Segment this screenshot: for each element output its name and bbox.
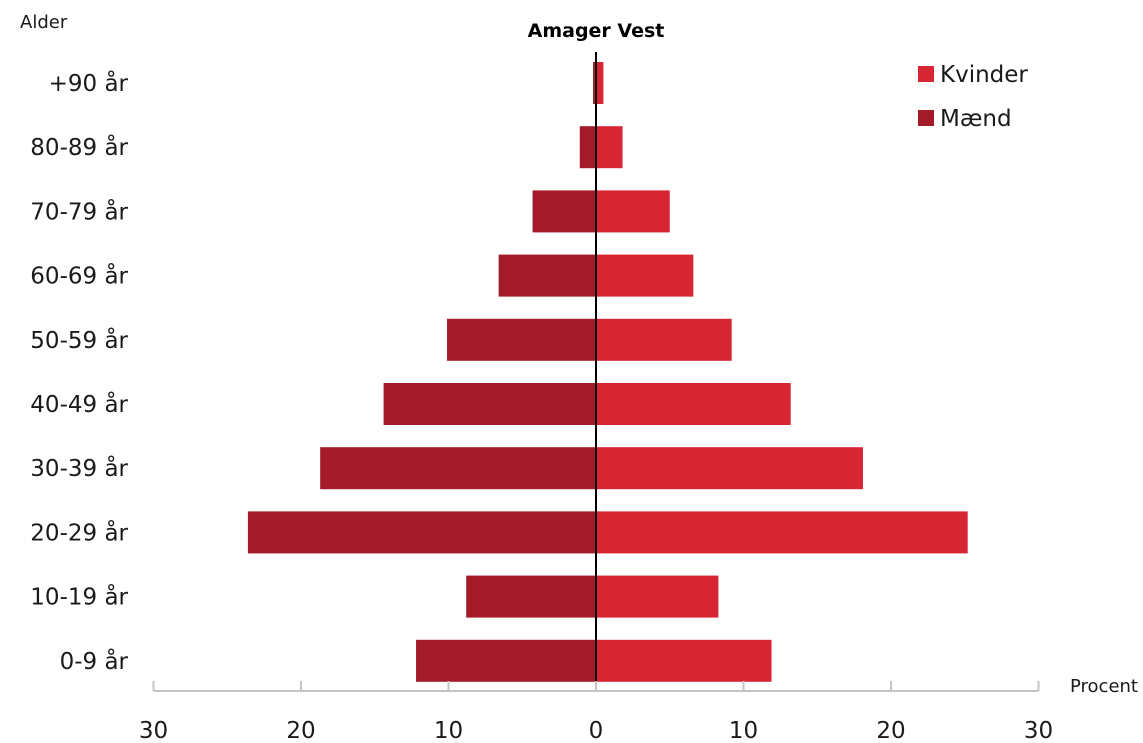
category-label: 60-69 år <box>30 262 128 290</box>
chart-title: Amager Vest <box>528 20 665 42</box>
bar-maend-4 <box>447 318 596 361</box>
x-tick-label: 10 <box>729 718 758 743</box>
bar-kvinder-2 <box>596 190 670 233</box>
category-label: 70-79 år <box>30 197 128 225</box>
x-tick-label: 20 <box>876 718 905 743</box>
bar-kvinder-1 <box>596 126 623 169</box>
bar-maend-3 <box>498 254 596 297</box>
category-label: 0-9 år <box>60 647 129 675</box>
bar-maend-6 <box>320 447 596 490</box>
bar-maend-8 <box>466 575 596 618</box>
x-axis-label: Procent <box>1070 676 1138 697</box>
category-label: 40-49 år <box>30 390 128 418</box>
bar-maend-2 <box>532 190 596 233</box>
x-tick-label: 0 <box>589 718 604 743</box>
category-label: 80-89 år <box>30 133 128 161</box>
bar-kvinder-9 <box>596 639 772 682</box>
x-tick-label: 20 <box>286 718 315 743</box>
bar-kvinder-4 <box>596 318 732 361</box>
legend-swatch-maend <box>918 110 934 126</box>
legend-label: Kvinder <box>940 62 1028 88</box>
legend-swatch-kvinder <box>918 66 934 82</box>
bar-kvinder-3 <box>596 254 694 297</box>
x-tick-label: 30 <box>1024 718 1053 743</box>
category-label: 20-29 år <box>30 518 128 546</box>
bar-maend-9 <box>416 639 596 682</box>
legend-label: Mænd <box>940 106 1012 132</box>
category-label: +90 år <box>49 69 129 97</box>
bars-group <box>247 62 968 682</box>
bar-maend-7 <box>247 511 596 554</box>
x-tick-label: 30 <box>139 718 168 743</box>
bar-maend-5 <box>383 383 596 425</box>
bar-kvinder-6 <box>596 447 863 490</box>
y-axis-label: Alder <box>20 12 68 33</box>
category-labels: +90 år 80-89 år 70-79 år 60-69 år 50-59 år 40… <box>30 69 128 675</box>
bar-kvinder-7 <box>596 511 968 554</box>
bar-kvinder-8 <box>596 575 719 618</box>
x-axis: 30 20 10 0 10 20 30 <box>139 52 1053 743</box>
legend: Kvinder Mænd <box>918 62 1028 132</box>
bar-maend-0 <box>593 62 596 104</box>
x-tick-label: 10 <box>434 718 463 743</box>
category-label: 30-39 år <box>30 454 128 482</box>
category-label: 10-19 år <box>30 583 128 611</box>
bar-kvinder-0 <box>596 62 604 104</box>
bar-maend-1 <box>579 126 596 169</box>
category-label: 50-59 år <box>30 326 128 354</box>
bar-kvinder-5 <box>596 383 791 425</box>
